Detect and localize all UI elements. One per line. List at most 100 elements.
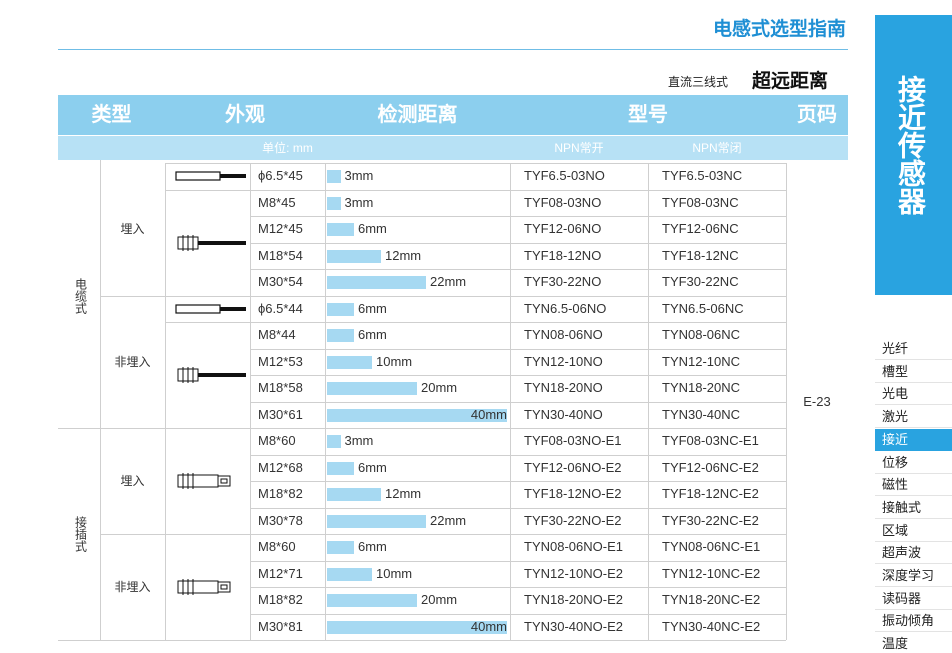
distance-label: 22mm: [430, 512, 467, 528]
distance-bar: [327, 594, 417, 607]
menu-item[interactable]: 激光: [875, 406, 952, 429]
group-label: 接插式: [73, 516, 88, 552]
group-label: 电缆式: [73, 277, 88, 314]
menu-item[interactable]: 接近: [875, 428, 952, 451]
menu-item[interactable]: 位移: [875, 452, 952, 474]
title-rule: [58, 49, 848, 50]
page-title: 电感式选型指南: [712, 19, 846, 40]
grid-line: [250, 189, 786, 191]
distance-label: 3mm: [344, 194, 374, 210]
grid-line: [100, 160, 101, 640]
menu-item[interactable]: 光纤: [875, 338, 952, 360]
distance-bar: [327, 302, 354, 316]
grid-line: [100, 534, 786, 535]
column-header: 检测距离: [377, 104, 458, 126]
distance-bar: [327, 382, 417, 395]
distance-bar: [327, 408, 507, 422]
model-no: TYN12-10NO: [524, 353, 603, 369]
grid-line: [325, 163, 326, 640]
model-no: TYF30-22NO: [524, 274, 602, 289]
distance-label: 3mm: [344, 433, 374, 448]
subgroup-label: 埋入: [120, 474, 145, 488]
grid-line: [58, 428, 786, 429]
menu-item[interactable]: 振动倾角: [875, 610, 952, 633]
grid-line: [250, 163, 251, 640]
size: ϕ6.5*45: [258, 168, 303, 183]
model-no: TYF30-22NO-E2: [524, 512, 622, 528]
distance-label: 6mm: [358, 459, 387, 475]
model-no: TYN18-20NO: [524, 380, 603, 395]
menu-item[interactable]: 温度: [875, 633, 952, 653]
distance-label: 6mm: [358, 221, 387, 236]
model-no: TYF08-03NO-E1: [524, 433, 622, 448]
subcolumn-header: NPN常闭: [692, 141, 742, 155]
unit-label: 单位: mm: [262, 141, 313, 155]
column-header: 类型: [91, 104, 132, 126]
grid-line: [250, 507, 786, 509]
distance-label: 10mm: [376, 353, 413, 369]
distance-label: 12mm: [385, 247, 422, 263]
subcolumn-header: NPN常开: [554, 141, 604, 155]
sidebar-block: [875, 15, 952, 295]
subgroup-label: 埋入: [120, 222, 145, 236]
distance-bar: [327, 435, 341, 448]
grid-line: [250, 481, 786, 482]
menu-item[interactable]: 光电: [875, 383, 952, 406]
menu-item[interactable]: 磁性: [875, 474, 952, 497]
model-nc: TYN30-40NC: [662, 406, 741, 422]
model-no: TYF12-06NO: [524, 221, 602, 236]
grid-line: [510, 163, 511, 640]
model-no: TYF18-12NO: [524, 247, 602, 263]
size: M12*45: [258, 221, 303, 236]
size: M12*71: [258, 565, 303, 581]
grid-line: [786, 163, 787, 640]
menu-item[interactable]: 读码器: [875, 588, 952, 610]
model-nc: TYF08-03NC: [662, 194, 739, 210]
column-header: 页码: [797, 104, 837, 126]
distance-label: 40mm: [470, 406, 507, 422]
grid-line: [165, 322, 250, 323]
distance-bar: [327, 196, 341, 210]
grid-line: [250, 269, 786, 270]
grid-line: [250, 401, 786, 403]
distance-bar: [327, 249, 381, 263]
size: M8*60: [258, 539, 296, 554]
size: M8*45: [258, 194, 296, 210]
distance-label: 40mm: [470, 618, 507, 634]
column-header: 外观: [225, 104, 265, 126]
model-nc: TYF30-22NC-E2: [662, 512, 759, 528]
grid-line: [250, 560, 786, 562]
menu-item[interactable]: 超声波: [875, 542, 952, 565]
distance-bar: [327, 567, 372, 581]
distance-bar: [327, 329, 354, 342]
model-nc: TYN12-10NC-E2: [662, 565, 761, 581]
column-header: 型号: [628, 104, 668, 126]
subheader-band: [58, 136, 848, 160]
distance-bar: [327, 355, 372, 369]
distance-label: 20mm: [421, 592, 458, 607]
menu-item[interactable]: 区域: [875, 520, 952, 542]
menu-item[interactable]: 槽型: [875, 361, 952, 383]
menu-item[interactable]: 接触式: [875, 497, 952, 519]
appearance-icon: [165, 322, 250, 428]
model-nc: TYF12-06NC-E2: [662, 459, 759, 475]
grid-line: [165, 163, 786, 164]
menu-item[interactable]: 深度学习: [875, 565, 952, 587]
grid-line: [250, 454, 786, 456]
model-no: TYN30-40NO: [524, 406, 603, 422]
grid-line: [250, 587, 786, 588]
size: M8*44: [258, 327, 296, 342]
model-nc: TYF30-22NC: [662, 274, 739, 289]
model-nc: TYN08-06NC-E1: [662, 539, 761, 554]
model-no: TYN6.5-06NO: [524, 300, 607, 316]
model-no: TYF6.5-03NO: [524, 168, 605, 183]
subgroup-label: 非埋入: [114, 580, 151, 594]
size: M12*68: [258, 459, 303, 475]
distance-label: 22mm: [430, 274, 467, 289]
appearance-icon: [165, 190, 250, 296]
distance-bar: [327, 620, 507, 634]
size: M30*61: [258, 406, 303, 422]
model-no: TYF08-03NO: [524, 194, 602, 210]
distance-bar: [327, 541, 354, 554]
model-nc: TYF12-06NC: [662, 221, 739, 236]
